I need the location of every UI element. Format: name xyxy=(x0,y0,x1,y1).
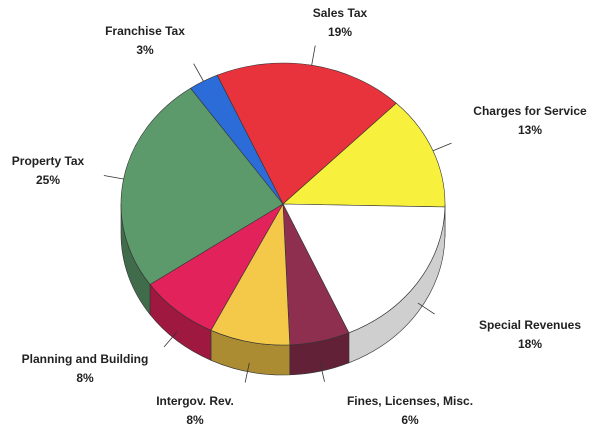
slice-label: Charges for Service xyxy=(473,104,587,118)
slice-value-label: 19% xyxy=(328,25,352,39)
slice-value-label: 8% xyxy=(186,413,204,427)
slice-label: Property Tax xyxy=(12,154,85,168)
leader-line xyxy=(163,331,178,348)
slice-value-label: 18% xyxy=(518,337,542,351)
slice-label: Fines, Licenses, Misc. xyxy=(347,394,473,408)
leader-line xyxy=(417,302,435,315)
slice-label: Franchise Tax xyxy=(105,24,185,38)
slice-value-label: 13% xyxy=(518,123,542,137)
slice-label: Intergov. Rev. xyxy=(156,394,234,408)
slice-label: Sales Tax xyxy=(313,6,368,20)
slice-value-label: 6% xyxy=(401,413,419,427)
leader-line xyxy=(244,362,250,383)
leader-line xyxy=(432,142,452,152)
pie-slice xyxy=(282,203,446,334)
leader-line xyxy=(193,63,204,82)
slice-label: Special Revenues xyxy=(479,318,581,332)
leader-line xyxy=(319,362,325,382)
pie-slice xyxy=(282,102,446,208)
slice-value-label: 25% xyxy=(36,173,60,187)
leader-line xyxy=(103,175,124,180)
slice-value-label: 3% xyxy=(136,43,154,57)
slice-label: Planning and Building xyxy=(22,352,149,366)
pie-slice xyxy=(216,62,397,205)
slice-value-label: 8% xyxy=(76,371,94,385)
leader-line xyxy=(311,45,316,66)
